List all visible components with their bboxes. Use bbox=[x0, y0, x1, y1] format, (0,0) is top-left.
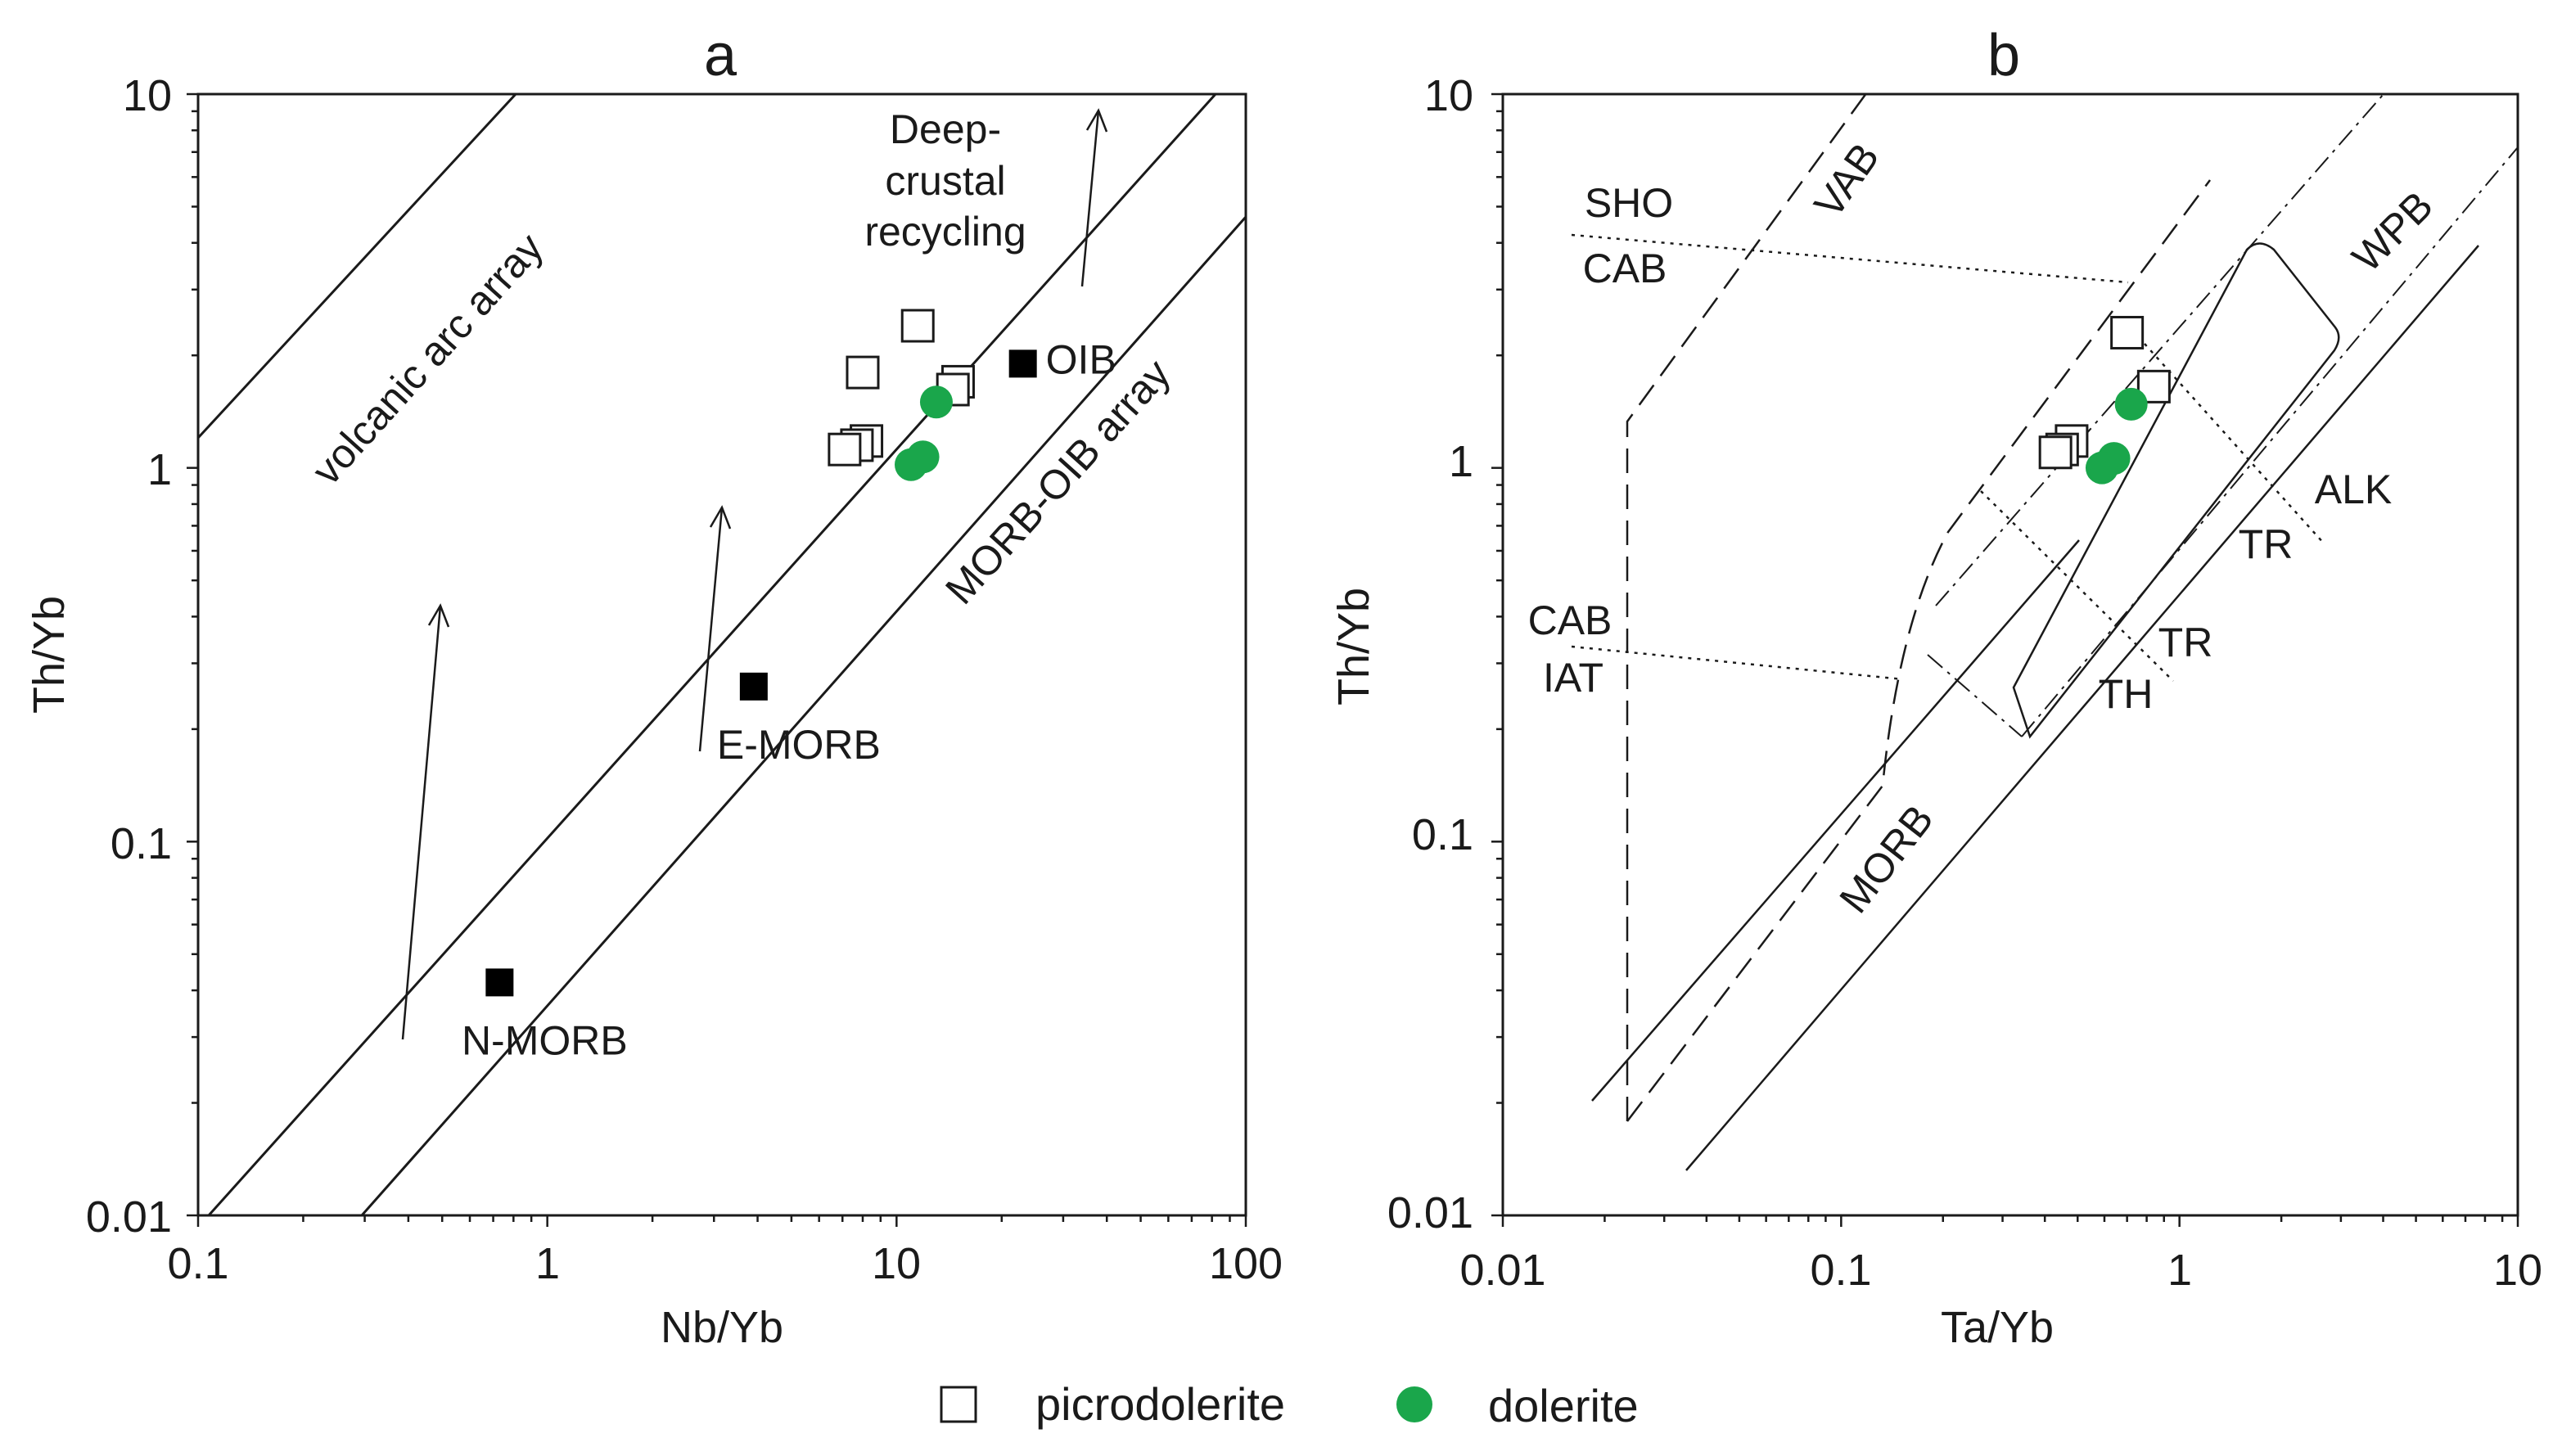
vab-label: VAB bbox=[1806, 135, 1888, 226]
panel-b-ytick-2: 0.1 bbox=[1412, 810, 1473, 859]
panel-b-frame bbox=[1501, 92, 2519, 1217]
panel-a-ticks bbox=[187, 92, 1247, 1227]
panel-b: b 10 1 0.1 0.01 0.01 0.1 1 10 Ta/Yb Th/Y… bbox=[1329, 23, 2542, 1352]
wpb-upper-dashdot bbox=[1935, 93, 2384, 606]
panel-a-picrodolerite-point-1 bbox=[846, 355, 880, 390]
panel-a-xtick-3: 100 bbox=[1209, 1239, 1283, 1288]
trend-arrow-2-head bbox=[709, 505, 732, 530]
trend-arrow-3 bbox=[1080, 110, 1100, 287]
cab-iat-divider bbox=[1571, 645, 1904, 681]
alk-tr-divider bbox=[2144, 343, 2325, 545]
panel-a-letter: a bbox=[704, 23, 737, 88]
tr-th-divider bbox=[1980, 490, 2174, 682]
panel-b-ticks bbox=[1491, 92, 2519, 1227]
panel-a-frame bbox=[196, 92, 1247, 1217]
panel-b-y-axis-title: Th/Yb bbox=[1329, 588, 1378, 705]
volcanic-arc-upper-line bbox=[196, 92, 517, 440]
vab-field-boundary bbox=[1626, 89, 1870, 1121]
panel-a-reference-point-0 bbox=[1008, 349, 1037, 378]
panel-b-field-lines bbox=[1591, 89, 2479, 1171]
panel-b-dotted-lines bbox=[1571, 233, 2325, 682]
mantle-array-lower-line bbox=[360, 216, 1247, 1216]
panel-a-ytick-2: 0.1 bbox=[111, 819, 172, 868]
panel-a-reference-lines bbox=[196, 92, 1247, 1217]
panel-b-ytick-1: 1 bbox=[1449, 437, 1473, 486]
legend-dolerite-marker bbox=[1396, 1386, 1432, 1422]
morb-label: MORB bbox=[1830, 796, 1942, 922]
panel-a-marks: OIB E-MORB N-MORB bbox=[462, 309, 1116, 1063]
panel-a-picrodolerite-point-0 bbox=[900, 309, 935, 343]
panel-b-dolerite-point-0 bbox=[2114, 387, 2148, 421]
panel-a-x-axis-title: Nb/Yb bbox=[661, 1303, 783, 1352]
panel-a-dolerite-point-0 bbox=[919, 385, 953, 419]
wpb-label: WPB bbox=[2343, 183, 2442, 281]
trend-arrow-2 bbox=[698, 507, 724, 752]
panel-a-xtick-1: 1 bbox=[535, 1239, 560, 1288]
panel-a: a 10 1 0.1 0.01 0.1 1 10 100 Nb/Yb Th/Yb… bbox=[25, 23, 1283, 1352]
trend-arrow-3-head bbox=[1085, 108, 1108, 133]
panel-b-marks bbox=[2038, 315, 2171, 485]
iat-label: IAT bbox=[1543, 655, 1603, 701]
deep-crustal-label-2: crustal bbox=[885, 158, 1005, 204]
panel-b-xtick-3: 10 bbox=[2493, 1246, 2542, 1295]
panel-b-xtick-0: 0.01 bbox=[1459, 1246, 1545, 1295]
sho-label: SHO bbox=[1585, 180, 1673, 226]
panel-b-picrodolerite-point-1 bbox=[2136, 369, 2171, 403]
panel-a-y-axis-title: Th/Yb bbox=[25, 596, 74, 714]
cab-iat-field-boundary bbox=[1626, 179, 2212, 1122]
panel-b-letter: b bbox=[1987, 23, 2020, 88]
panel-b-xtick-2: 1 bbox=[2167, 1246, 2192, 1295]
panel-b-ytick-0: 10 bbox=[1424, 71, 1473, 120]
tr-lower-label: TR bbox=[2158, 620, 2213, 665]
legend-picrodolerite-label: picrodolerite bbox=[1035, 1378, 1285, 1430]
panel-b-ytick-3: 0.01 bbox=[1387, 1188, 1473, 1237]
morb-array-lower-line bbox=[1685, 245, 2479, 1171]
wpb-field-outline bbox=[2012, 242, 2340, 739]
panel-b-xtick-1: 0.1 bbox=[1810, 1246, 1871, 1295]
trend-arrow-1-head bbox=[427, 603, 450, 628]
panel-a-reference-label-0: OIB bbox=[1046, 336, 1116, 382]
cab-upper-label: CAB bbox=[1583, 246, 1667, 291]
tr-upper-label: TR bbox=[2239, 521, 2294, 567]
sho-cab-divider bbox=[1571, 233, 2129, 284]
th-tr-dashdot bbox=[1927, 654, 2023, 737]
panel-b-x-axis-title: Ta/Yb bbox=[1941, 1303, 2054, 1352]
legend: picrodolerite dolerite bbox=[940, 1378, 1639, 1431]
trend-arrow-1 bbox=[401, 605, 442, 1040]
panel-a-picrodolerite-point-6 bbox=[828, 432, 862, 467]
deep-crustal-label-1: Deep- bbox=[890, 106, 1001, 152]
panel-a-dolerite-point-2 bbox=[894, 448, 927, 481]
panel-b-dashdot-lines bbox=[1927, 93, 2519, 737]
alk-label: ALK bbox=[2315, 467, 2393, 512]
panel-a-xtick-0: 0.1 bbox=[167, 1239, 228, 1288]
panel-b-dolerite-point-2 bbox=[2085, 451, 2118, 485]
panel-a-reference-label-2: N-MORB bbox=[462, 1017, 628, 1063]
volcanic-arc-array-label: volcanic arc array bbox=[303, 224, 552, 494]
panel-b-picrodolerite-point-4 bbox=[2038, 435, 2073, 470]
cab-lower-label: CAB bbox=[1528, 597, 1613, 643]
legend-picrodolerite-marker bbox=[940, 1386, 977, 1423]
panel-a-reference-point-1 bbox=[739, 672, 768, 701]
panel-a-ytick-1: 1 bbox=[147, 445, 172, 494]
mantle-array-upper-line bbox=[207, 92, 1217, 1217]
morb-array-upper-line bbox=[1591, 539, 2080, 1102]
panel-a-ytick-3: 0.01 bbox=[86, 1192, 172, 1242]
panel-a-xtick-2: 10 bbox=[872, 1239, 921, 1288]
panel-b-picrodolerite-point-0 bbox=[2110, 315, 2145, 349]
panel-a-arrows bbox=[401, 108, 1108, 1040]
deep-crustal-label-3: recycling bbox=[864, 209, 1026, 255]
panel-a-reference-label-1: E-MORB bbox=[717, 722, 881, 768]
legend-dolerite-label: dolerite bbox=[1488, 1380, 1639, 1431]
panel-a-ytick-0: 10 bbox=[123, 71, 172, 120]
th-label: TH bbox=[2099, 671, 2154, 717]
panel-a-reference-point-2 bbox=[485, 968, 514, 997]
wpb-lower-dashdot bbox=[2021, 147, 2519, 737]
